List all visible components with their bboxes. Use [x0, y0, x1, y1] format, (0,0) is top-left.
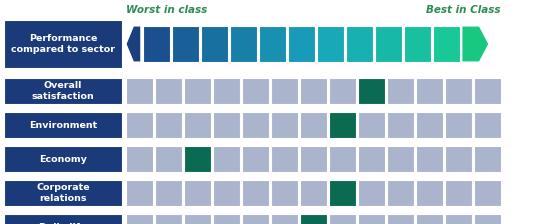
Bar — [126, 146, 153, 172]
Bar — [201, 26, 228, 62]
Bar — [474, 112, 501, 138]
Bar — [329, 146, 356, 172]
Bar — [445, 214, 472, 224]
Bar — [474, 180, 501, 206]
Bar — [329, 214, 356, 224]
Bar — [126, 180, 153, 206]
Bar — [329, 112, 356, 138]
Text: Best in Class: Best in Class — [427, 5, 501, 15]
Bar — [271, 112, 298, 138]
Bar — [358, 78, 385, 104]
Bar — [126, 112, 153, 138]
Bar — [271, 78, 298, 104]
Bar — [155, 112, 182, 138]
Bar — [416, 78, 443, 104]
Bar — [213, 78, 240, 104]
Bar — [387, 180, 414, 206]
Bar — [358, 180, 385, 206]
Bar — [4, 20, 122, 68]
Bar — [213, 180, 240, 206]
Bar — [416, 180, 443, 206]
Bar — [358, 112, 385, 138]
Bar — [474, 214, 501, 224]
Bar — [242, 180, 269, 206]
Bar — [155, 214, 182, 224]
Bar — [445, 78, 472, 104]
Bar — [329, 78, 356, 104]
Text: Corporate
relations: Corporate relations — [36, 183, 90, 203]
Bar — [126, 78, 153, 104]
Bar — [184, 78, 211, 104]
Text: Overall
satisfaction: Overall satisfaction — [32, 81, 94, 101]
Bar — [184, 112, 211, 138]
Bar — [300, 112, 327, 138]
Bar — [4, 112, 122, 138]
Bar — [155, 78, 182, 104]
Bar — [242, 78, 269, 104]
Bar — [172, 26, 199, 62]
Bar — [155, 146, 182, 172]
Bar — [230, 26, 257, 62]
Bar — [387, 146, 414, 172]
Bar — [445, 180, 472, 206]
Bar — [416, 146, 443, 172]
Text: Economy: Economy — [39, 155, 87, 164]
Bar — [155, 180, 182, 206]
Bar — [4, 180, 122, 206]
Bar — [387, 78, 414, 104]
Bar — [242, 146, 269, 172]
Bar — [375, 26, 402, 62]
Bar — [416, 112, 443, 138]
Bar — [433, 26, 460, 62]
Bar — [404, 26, 431, 62]
Bar — [184, 180, 211, 206]
Bar — [300, 214, 327, 224]
Bar — [358, 214, 385, 224]
Bar — [445, 112, 472, 138]
Bar — [346, 26, 373, 62]
Bar — [259, 26, 286, 62]
Bar — [213, 146, 240, 172]
Bar — [271, 180, 298, 206]
Bar — [126, 214, 153, 224]
Bar — [288, 26, 315, 62]
Bar — [242, 214, 269, 224]
Bar — [143, 26, 170, 62]
Bar — [300, 180, 327, 206]
Bar — [184, 146, 211, 172]
Bar — [4, 214, 122, 224]
Bar — [358, 146, 385, 172]
Text: Worst in class: Worst in class — [126, 5, 207, 15]
Bar — [416, 214, 443, 224]
Polygon shape — [462, 26, 489, 62]
Bar — [387, 112, 414, 138]
Bar — [271, 146, 298, 172]
Bar — [387, 214, 414, 224]
Polygon shape — [126, 26, 141, 62]
Bar — [213, 112, 240, 138]
Bar — [4, 146, 122, 172]
Bar — [184, 214, 211, 224]
Bar — [474, 146, 501, 172]
Text: Performance
compared to sector: Performance compared to sector — [11, 34, 115, 54]
Bar — [242, 112, 269, 138]
Bar — [4, 78, 122, 104]
Bar — [474, 78, 501, 104]
Bar — [300, 146, 327, 172]
Text: Daily life: Daily life — [39, 222, 86, 224]
Bar — [329, 180, 356, 206]
Bar — [300, 78, 327, 104]
Text: Environment: Environment — [29, 121, 97, 129]
Bar — [317, 26, 344, 62]
Bar — [271, 214, 298, 224]
Bar — [213, 214, 240, 224]
Bar — [445, 146, 472, 172]
